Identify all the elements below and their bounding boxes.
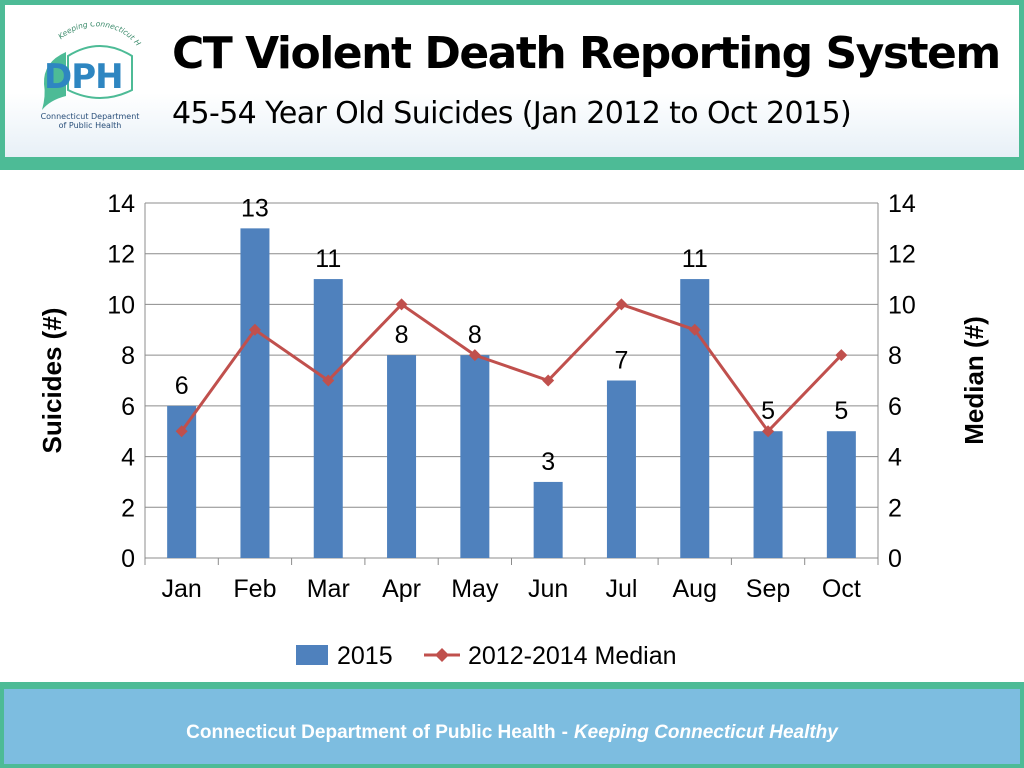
footer-tagline: Keeping Connecticut Healthy [573,722,838,743]
y2-tick-label: 4 [888,444,902,472]
bar [240,228,270,558]
x-tick-label: Jun [528,575,568,603]
legend-swatch-bars [296,645,328,665]
y-tick-label: 6 [121,393,135,421]
y-tick-label: 2 [121,494,135,522]
legend-swatch-marker [435,648,449,662]
x-tick-label: Jul [605,575,637,603]
bar [533,481,563,558]
median-line [180,302,843,434]
legend-label-bars: 2015 [337,642,393,670]
footer-banner: Connecticut Department of Public Health -… [0,682,1024,768]
x-tick-label: Mar [307,575,350,603]
bar [606,380,636,558]
bar [387,355,417,558]
median-point [248,323,261,336]
median-point [688,323,701,336]
x-tick-label: May [451,575,499,603]
bar-data-label: 11 [315,245,341,273]
logo-caption-line1: Connecticut Department [41,112,140,121]
logo-caption-line2: of Public Health [59,121,122,130]
x-tick-label: Feb [233,575,276,603]
x-tick-label: Oct [822,575,861,603]
y2-tick-label: 12 [888,241,916,269]
y-axis-title: Suicides (#) [37,308,67,454]
page-subtitle: 45-54 Year Old Suicides (Jan 2012 to Oct… [172,96,852,131]
x-tick-label: Aug [673,575,717,603]
bar-data-label: 6 [175,372,189,400]
y-tick-label: 12 [107,241,135,269]
y2-tick-label: 8 [888,342,902,370]
median-point [468,349,481,362]
y-tick-label: 14 [107,190,135,218]
y-tick-label: 10 [107,291,135,319]
x-tick-label: Sep [746,575,790,603]
bar-data-label: 11 [682,245,708,273]
header-banner [0,0,1024,170]
bar [753,431,783,558]
y-tick-label: 0 [121,545,135,573]
bar [680,279,710,558]
logo-letters: DPH [44,57,123,97]
bar [826,431,856,558]
y2-tick-label: 14 [888,190,916,218]
x-tick-label: Jan [161,575,201,603]
bar-data-label: 7 [614,347,628,375]
y-tick-label: 4 [121,444,135,472]
y-tick-label: 8 [121,342,135,370]
median-point [835,349,848,362]
bar-data-label: 5 [834,397,848,425]
median-point [175,425,188,438]
median-point [615,298,628,311]
logo-arc-text: Keeping Connecticut Healthy [28,22,143,48]
page-title: CT Violent Death Reporting System [172,28,1001,79]
combo-chart: 0 0 2 2 4 4 6 6 8 8 10 10 12 12 14 14 Jan Feb Mar Apr May Jun… [37,190,989,670]
dph-logo: Keeping Connecticut Healthy DPH Connecti… [28,22,143,130]
bar-data-label: 8 [395,321,409,349]
bar [313,279,343,558]
bar-data-label: 8 [468,321,482,349]
footer-text: Connecticut Department of Public Health -… [4,722,1020,744]
y2-tick-label: 2 [888,494,902,522]
x-tick-label: Apr [382,575,421,603]
y2-tick-label: 6 [888,393,902,421]
y2-tick-label: 0 [888,545,902,573]
legend-label-line: 2012-2014 Median [468,642,677,670]
bar [460,355,490,558]
y2-tick-label: 10 [888,291,916,319]
y2-axis-title: Median (#) [959,316,989,445]
footer-org: Connecticut Department of Public Health [186,722,556,743]
median-point [395,298,408,311]
median-point [542,374,555,387]
bar-data-label: 13 [241,194,269,222]
median-point [762,425,775,438]
footer-separator: - [561,722,568,743]
median-point [322,374,335,387]
bar-data-label: 5 [761,397,775,425]
header-divider [0,157,1024,170]
bar-data-label: 3 [541,448,555,476]
